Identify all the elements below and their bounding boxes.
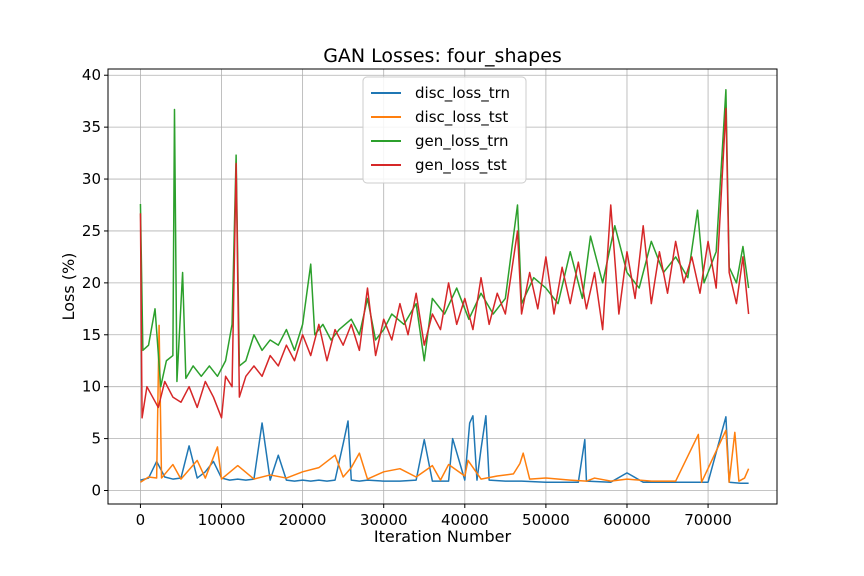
- legend-label: gen_loss_tst: [415, 156, 507, 175]
- y-axis-label: Loss (%): [59, 253, 78, 321]
- legend-label: gen_loss_trn: [415, 132, 509, 151]
- x-tick-label: 0: [136, 511, 146, 529]
- y-tick-label: 40: [82, 66, 101, 84]
- y-tick-label: 0: [91, 482, 101, 500]
- chart-title: GAN Losses: four_shapes: [323, 45, 562, 67]
- legend-label: disc_loss_trn: [415, 84, 510, 103]
- y-tick-label: 30: [82, 170, 101, 188]
- x-tick-label: 50000: [522, 511, 570, 529]
- y-tick-label: 25: [82, 222, 101, 240]
- y-tick-label: 5: [91, 430, 101, 448]
- series-layer: [139, 89, 750, 484]
- y-tick-label: 35: [82, 118, 101, 136]
- legend: disc_loss_trn disc_loss_tst gen_loss_trnge…: [362, 76, 527, 184]
- x-tick-label: 10000: [198, 511, 246, 529]
- ticks: 0 10000 20000 30000 40000 50000 60000 70000 0 5 10…: [82, 66, 732, 529]
- x-tick-label: 70000: [684, 511, 732, 529]
- x-tick-label: 60000: [603, 511, 651, 529]
- x-tick-label: 40000: [441, 511, 489, 529]
- x-axis-label: Iteration Number: [374, 527, 512, 546]
- series-line-disc-loss-tst: [140, 324, 750, 483]
- legend-label: disc_loss_tst: [415, 108, 508, 127]
- x-tick-label: 30000: [360, 511, 408, 529]
- series-line-gen-loss-tst: [139, 107, 750, 419]
- x-tick-label: 20000: [279, 511, 327, 529]
- y-tick-label: 10: [82, 378, 101, 396]
- plot-frame: [107, 68, 778, 505]
- y-tick-label: 20: [82, 274, 101, 292]
- y-tick-label: 15: [82, 326, 101, 344]
- legend-box: [362, 76, 527, 184]
